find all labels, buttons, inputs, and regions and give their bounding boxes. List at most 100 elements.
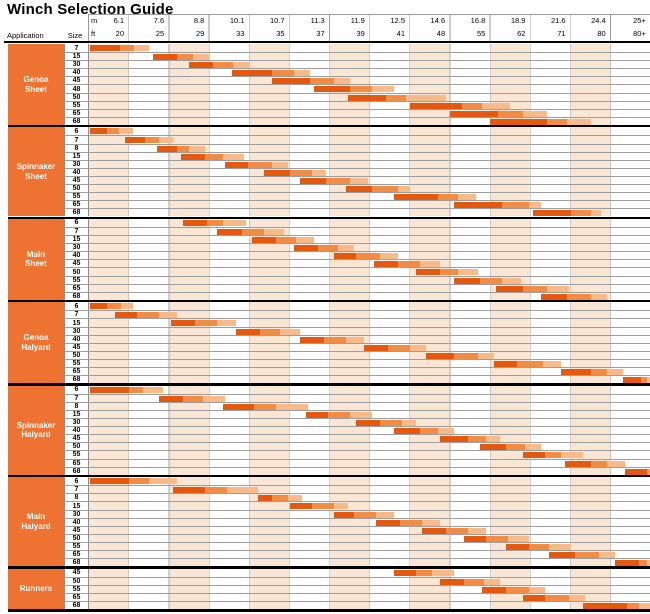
row-chart — [88, 160, 650, 168]
row-chart — [88, 585, 650, 593]
row-chart — [88, 236, 650, 244]
row-chart — [88, 193, 650, 201]
size-cell: 7 — [64, 394, 88, 402]
bar-light-segment — [380, 253, 399, 260]
bar-mid-segment — [480, 277, 503, 284]
bar-light-segment — [646, 560, 650, 567]
winch-range-bar — [173, 487, 258, 494]
col-header-ft: 35 — [276, 29, 285, 38]
table-row: 30 — [64, 509, 650, 518]
bar-light-segment — [275, 403, 308, 410]
col-header-ft: 62 — [517, 29, 526, 38]
bar-dark-segment — [171, 320, 196, 327]
table-row: 7 — [64, 310, 650, 319]
bar-light-segment — [468, 527, 487, 534]
bar-light-segment — [143, 386, 164, 393]
size-cell: 15 — [64, 53, 88, 61]
table-row: 6 — [64, 127, 650, 136]
col-header-m: 8.8 — [193, 16, 205, 25]
bar-dark-segment — [251, 237, 276, 244]
bar-mid-segment — [247, 161, 272, 168]
size-cell: 50 — [64, 577, 88, 585]
table-row: 68 — [64, 466, 650, 475]
bar-dark-segment — [522, 452, 545, 459]
winch-range-bar — [394, 194, 477, 201]
size-column-header: Size — [67, 31, 83, 40]
bar-mid-segment — [311, 503, 334, 510]
table-row: 15 — [64, 409, 650, 419]
bar-light-segment — [524, 444, 541, 451]
bar-mid-segment — [386, 94, 407, 101]
unit-label-ft: ft — [91, 29, 96, 38]
row-chart — [88, 359, 650, 368]
bar-light-segment — [606, 369, 623, 376]
bar-dark-segment — [299, 336, 324, 343]
row-chart — [88, 101, 650, 109]
bar-light-segment — [458, 194, 477, 201]
winch-range-bar — [624, 468, 650, 475]
col-header-ft: 55 — [476, 29, 486, 38]
row-chart — [88, 435, 650, 443]
row-chart — [88, 510, 650, 518]
bar-dark-segment — [548, 552, 575, 559]
size-cell: 65 — [64, 368, 88, 376]
bar-mid-segment — [271, 495, 288, 502]
winch-range-bar — [482, 586, 545, 593]
bar-dark-segment — [582, 603, 627, 610]
table-row: 7 — [64, 226, 650, 236]
winch-range-bar — [313, 86, 395, 93]
col-header-m: 14.6 — [430, 16, 446, 25]
bar-mid-segment — [213, 62, 234, 69]
bar-light-segment — [508, 535, 529, 542]
row-chart — [88, 144, 650, 152]
bar-dark-segment — [454, 277, 481, 284]
size-cell: 45 — [64, 568, 88, 577]
bar-mid-segment — [207, 219, 224, 226]
bar-light-segment — [568, 594, 585, 601]
table-row: 65 — [64, 283, 650, 292]
bar-light-segment — [528, 586, 545, 593]
bar-light-segment — [482, 102, 511, 109]
bar-light-segment — [159, 312, 178, 319]
bar-mid-segment — [398, 261, 421, 268]
winch-range-bar — [426, 352, 495, 359]
winch-range-bar — [153, 54, 210, 61]
bar-dark-segment — [299, 177, 326, 184]
winch-range-bar — [217, 228, 284, 235]
row-chart — [88, 402, 650, 410]
winch-range-bar — [522, 594, 585, 601]
table-row: 45 — [64, 434, 650, 443]
bar-dark-segment — [410, 102, 463, 109]
bar-dark-segment — [235, 328, 260, 335]
table-row: 15 — [64, 151, 650, 160]
size-cell: 6 — [64, 477, 88, 486]
winch-range-bar — [235, 328, 300, 335]
size-cell: 30 — [64, 61, 88, 69]
bar-dark-segment — [394, 428, 421, 435]
winch-range-bar — [376, 519, 441, 526]
bar-mid-segment — [638, 560, 647, 567]
table-row: 40 — [64, 426, 650, 435]
bar-mid-segment — [502, 202, 529, 209]
table-row: 50 — [64, 350, 650, 359]
row-chart — [88, 443, 650, 451]
row-chart — [88, 551, 650, 559]
winch-range-bar — [157, 145, 206, 152]
bar-light-segment — [287, 495, 302, 502]
bar-mid-segment — [195, 320, 218, 327]
size-cell: 65 — [64, 109, 88, 117]
bar-mid-segment — [253, 403, 276, 410]
bar-mid-segment — [129, 478, 150, 485]
table-row: 65 — [64, 458, 650, 467]
size-cell: 30 — [64, 419, 88, 427]
col-header-ft: 20 — [115, 29, 124, 38]
row-chart — [88, 185, 650, 193]
size-cell: 7 — [64, 227, 88, 236]
table-row: 55 — [64, 584, 650, 593]
bar-light-segment — [542, 360, 561, 367]
winch-range-bar — [181, 153, 244, 160]
bar-mid-segment — [309, 78, 334, 85]
row-chart — [88, 459, 650, 467]
bar-mid-segment — [522, 285, 547, 292]
size-cell: 50 — [64, 185, 88, 193]
